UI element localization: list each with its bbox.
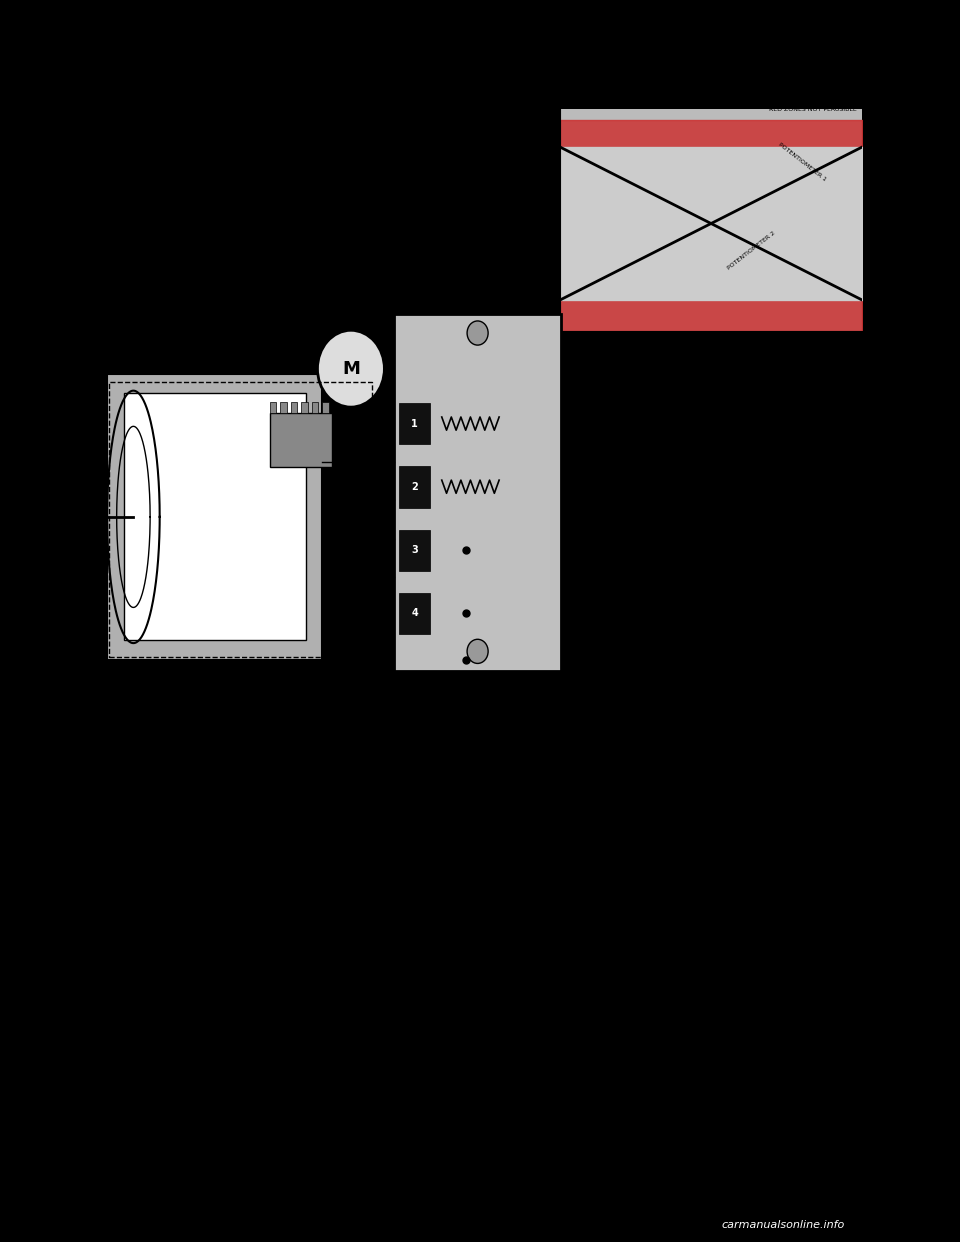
Bar bbox=[398, 467, 430, 508]
Bar bbox=[323, 401, 329, 412]
Circle shape bbox=[468, 640, 488, 663]
Bar bbox=[124, 394, 305, 641]
Text: If plausibility errors are detected between Pot 1 and Pot 2, ME 7.2 will calcula: If plausibility errors are detected betw… bbox=[145, 775, 745, 825]
Text: 24: 24 bbox=[98, 1191, 117, 1206]
Text: The EDK is continuously monitored during all phases of engine operation.  It is : The EDK is continuously monitored during… bbox=[145, 1082, 727, 1149]
Text: POT 2 SIGNAL: POT 2 SIGNAL bbox=[344, 488, 392, 494]
Bar bbox=[394, 314, 562, 671]
Text: -: - bbox=[157, 884, 162, 898]
Text: If ME 7.2 cannot calculate a plausible conclusion from the monitored pots (1 or : If ME 7.2 cannot calculate a plausible c… bbox=[181, 963, 731, 1011]
Bar bbox=[301, 401, 308, 412]
Text: 2: 2 bbox=[411, 482, 418, 492]
Bar bbox=[398, 592, 430, 633]
Bar bbox=[312, 401, 319, 412]
Text: 4: 4 bbox=[411, 607, 418, 619]
Text: range of throttle plate movement.: range of throttle plate movement. bbox=[113, 294, 342, 307]
Text: MOTOR
CONTROL: MOTOR CONTROL bbox=[324, 294, 377, 317]
Bar bbox=[280, 401, 287, 412]
Text: nal 2 is used as a plausibility cross-check through the total: nal 2 is used as a plausibility cross-ch… bbox=[113, 266, 507, 278]
Bar bbox=[270, 412, 332, 467]
Text: control functions.: control functions. bbox=[113, 212, 229, 225]
Text: M: M bbox=[342, 360, 360, 378]
Text: carmanualsonline.info: carmanualsonline.info bbox=[722, 1220, 845, 1230]
Text: Potentiometer signal 1 is the primary signal, Potentiometer sig-: Potentiometer signal 1 is the primary si… bbox=[113, 236, 538, 250]
Bar bbox=[108, 374, 323, 660]
Bar bbox=[398, 529, 430, 570]
Text: The EDK throttle plate position is monitored by two integrated potentiometers. T: The EDK throttle plate position is monit… bbox=[113, 154, 717, 168]
Bar bbox=[270, 401, 276, 412]
Text: •: • bbox=[117, 775, 127, 790]
Text: tiometers provide DC voltage feedback signals as input to the ME 7.2 for throttl: tiometers provide DC voltage feedback si… bbox=[113, 183, 711, 196]
Text: 3: 3 bbox=[411, 545, 418, 555]
Text: SIGNAL VOLTAGE WITHIN THE
RED ZONES NOT PLAUSIBLE: SIGNAL VOLTAGE WITHIN THE RED ZONES NOT … bbox=[763, 102, 856, 112]
Text: -: - bbox=[157, 963, 162, 975]
Bar bbox=[398, 404, 430, 445]
Text: THROTTLE PLATE POSITION: THROTTLE PLATE POSITION bbox=[660, 361, 763, 370]
Bar bbox=[291, 401, 298, 412]
Text: ELECTRIC THROTTLE
VALVE (EDK): ELECTRIC THROTTLE VALVE (EDK) bbox=[112, 668, 240, 689]
Text: GROUND: GROUND bbox=[360, 565, 392, 570]
Text: POTENTIOMETER 2: POTENTIOMETER 2 bbox=[726, 230, 776, 271]
Text: POT POWER: POT POWER bbox=[350, 527, 392, 533]
Text: •: • bbox=[117, 1082, 127, 1097]
Text: The ME 7.2 uses the air mass signalling as a “virtual potentiometer” (pot 3) for: The ME 7.2 uses the air mass signalling … bbox=[181, 884, 722, 915]
Text: EDK FEEDBACK
SIGNAL MONITORING & FAILSAFE OPERATION:: EDK FEEDBACK SIGNAL MONITORING & FAILSAF… bbox=[112, 693, 418, 720]
Text: 1: 1 bbox=[411, 419, 418, 428]
Text: EDK THROTTLE POSITION FEEDBACK SIGNALS: EDK THROTTLE POSITION FEEDBACK SIGNALS bbox=[113, 118, 493, 137]
Text: POT 1 SIGNAL: POT 1 SIGNAL bbox=[343, 450, 392, 456]
Circle shape bbox=[318, 330, 384, 407]
Circle shape bbox=[468, 320, 488, 345]
Text: POTENTIOMETER 1: POTENTIOMETER 1 bbox=[778, 142, 828, 183]
Bar bbox=[109, 383, 372, 657]
